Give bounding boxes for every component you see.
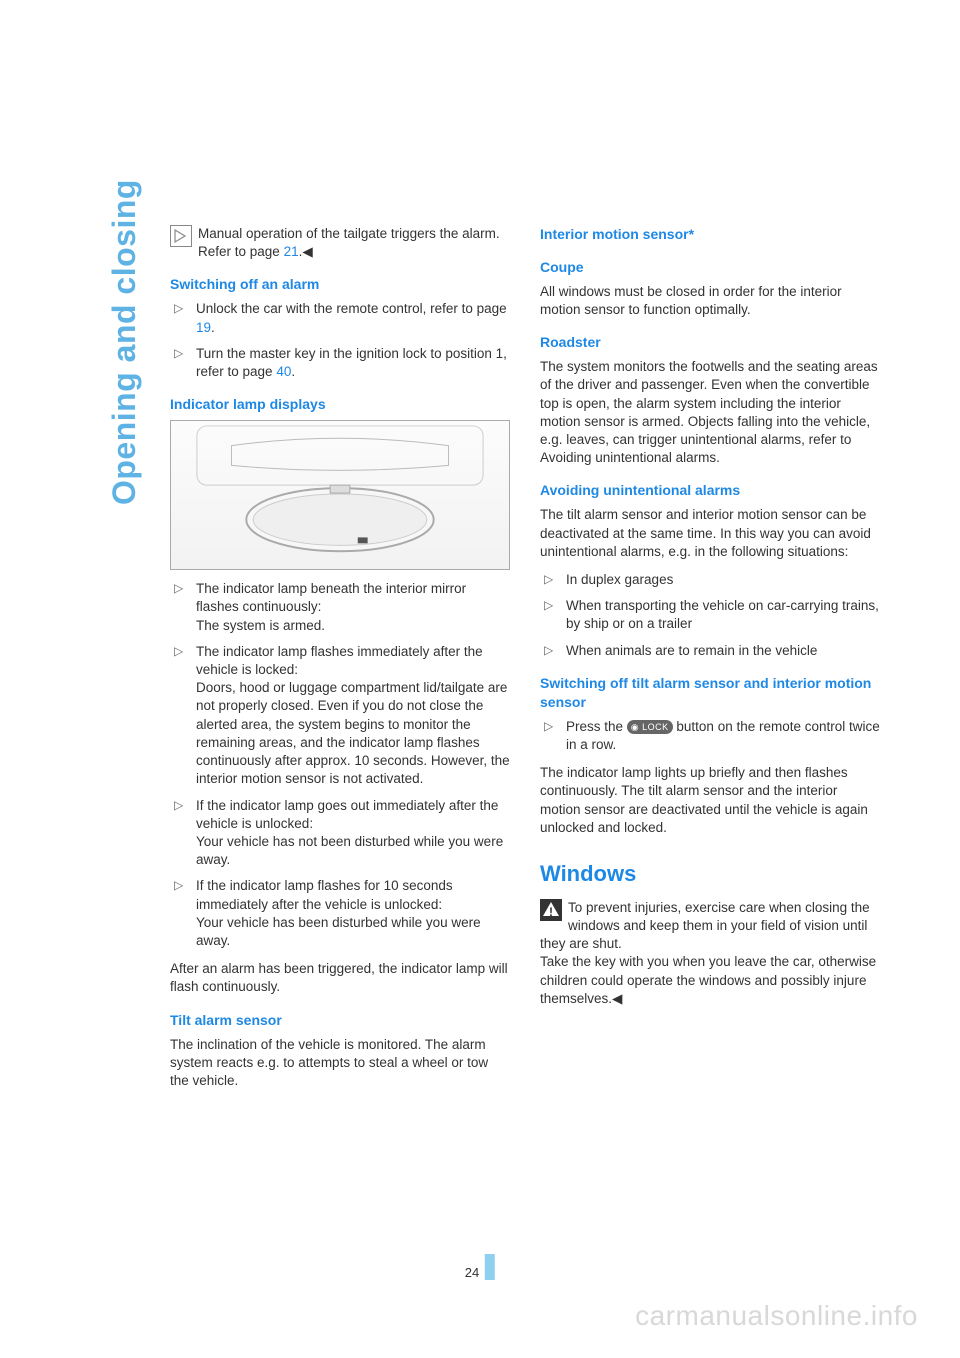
heading-coupe: Coupe xyxy=(540,258,880,277)
heading-tilt-alarm: Tilt alarm sensor xyxy=(170,1011,510,1030)
heading-interior-motion: Interior motion sensor* xyxy=(540,225,880,244)
avoiding-list: In duplex garages When transporting the … xyxy=(540,571,880,660)
warning-text: To prevent injuries, exercise care when … xyxy=(540,900,876,1006)
switch-off-alarm-list: Unlock the car with the remote control, … xyxy=(170,300,510,381)
list-item: When transporting the vehicle on car-car… xyxy=(540,597,880,633)
para-roadster: The system monitors the footwells and th… xyxy=(540,358,880,467)
heading-avoiding-alarms: Avoiding unintentional alarms xyxy=(540,481,880,500)
list-item: Press the LOCK button on the remote cont… xyxy=(540,718,880,754)
warning-windows: To prevent injuries, exercise care when … xyxy=(540,899,880,1008)
page-link-19[interactable]: 19 xyxy=(196,320,211,335)
chapter-title-vertical: Opening and closing xyxy=(106,179,143,505)
list-item: Unlock the car with the remote control, … xyxy=(170,300,510,336)
heading-indicator-lamp: Indicator lamp displays xyxy=(170,395,510,414)
list-item: If the indicator lamp flashes for 10 sec… xyxy=(170,877,510,950)
heading-switching-off-alarm: Switching off an alarm xyxy=(170,275,510,294)
para-tilt-alarm: The inclination of the vehicle is monito… xyxy=(170,1036,510,1091)
note-text: Manual operation of the tailgate trigger… xyxy=(198,226,500,259)
list-item: In duplex garages xyxy=(540,571,880,589)
right-column: Interior motion sensor* Coupe All window… xyxy=(540,225,880,1100)
watermark: carmanualsonline.info xyxy=(635,1300,918,1332)
lock-button-icon: LOCK xyxy=(627,720,673,734)
heading-roadster: Roadster xyxy=(540,333,880,352)
para-after-alarm: After an alarm has been triggered, the i… xyxy=(170,960,510,996)
page-link-40[interactable]: 40 xyxy=(276,364,291,379)
indicator-lamp-list: The indicator lamp beneath the interior … xyxy=(170,580,510,950)
para-coupe: All windows must be closed in order for … xyxy=(540,283,880,319)
note-icon xyxy=(170,225,192,247)
page-marker-bar xyxy=(485,1254,495,1280)
list-item: The indicator lamp flashes immediately a… xyxy=(170,643,510,789)
note-manual-tailgate: Manual operation of the tailgate trigger… xyxy=(170,225,510,261)
left-column: Manual operation of the tailgate trigger… xyxy=(170,225,510,1100)
manual-page: Opening and closing Manual operation of … xyxy=(0,0,960,1358)
list-item: Turn the master key in the ignition lock… xyxy=(170,345,510,381)
heading-windows: Windows xyxy=(540,859,880,889)
figure-interior-mirror xyxy=(170,420,510,570)
para-avoiding: The tilt alarm sensor and interior motio… xyxy=(540,506,880,561)
list-item: The indicator lamp beneath the interior … xyxy=(170,580,510,635)
heading-switching-off-tilt: Switching off tilt alarm sensor and inte… xyxy=(540,674,880,712)
list-item: If the indicator lamp goes out immediate… xyxy=(170,797,510,870)
switch-off-tilt-list: Press the LOCK button on the remote cont… xyxy=(540,718,880,754)
list-item: When animals are to remain in the vehicl… xyxy=(540,642,880,660)
warning-icon xyxy=(540,899,562,921)
two-column-layout: Manual operation of the tailgate trigger… xyxy=(170,225,880,1100)
page-number: 24 xyxy=(465,1254,495,1280)
para-indicator-brief: The indicator lamp lights up briefly and… xyxy=(540,764,880,837)
page-link-21[interactable]: 21 xyxy=(284,244,299,259)
